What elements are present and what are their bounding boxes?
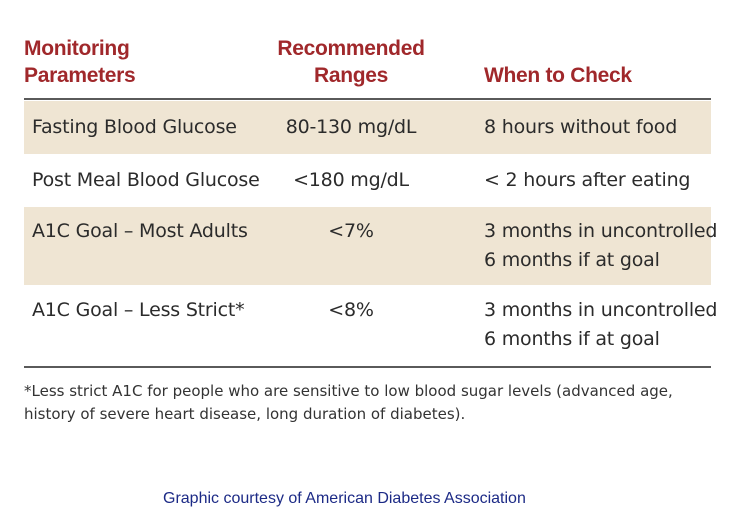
header-parameters-line1: Monitoring — [24, 37, 130, 60]
table-row: Post Meal Blood Glucose <180 mg/dL < 2 h… — [24, 154, 711, 206]
row-when: 3 months in uncontrolled 6 months if at … — [484, 217, 717, 275]
row-when-line1: < 2 hours after eating — [484, 169, 691, 191]
row-when-line1: 3 months in uncontrolled — [484, 220, 718, 242]
row-range: <180 mg/dL — [293, 169, 409, 191]
header-ranges-line1: Recommended — [277, 37, 425, 60]
table-row: Fasting Blood Glucose 80-130 mg/dL 8 hou… — [24, 101, 711, 154]
footnote-line2: history of severe heart disease, long du… — [24, 405, 466, 423]
header-when-to-check: When to Check — [484, 64, 632, 87]
table-row: A1C Goal – Less Strict* <8% 3 months in … — [24, 286, 717, 365]
row-range: 80-130 mg/dL — [285, 116, 417, 138]
table-top-rule — [24, 98, 711, 100]
row-parameter: A1C Goal – Less Strict* — [32, 299, 245, 321]
row-when-line2: 6 months if at goal — [484, 249, 660, 271]
table-bottom-rule — [24, 366, 711, 368]
header-parameters-line2: Parameters — [24, 64, 136, 87]
header-recommended-ranges: Recommended Ranges — [256, 35, 446, 89]
footnote-line1: *Less strict A1C for people who are sens… — [24, 382, 673, 400]
row-when-line1: 3 months in uncontrolled — [484, 299, 718, 321]
footnote: *Less strict A1C for people who are sens… — [24, 380, 724, 426]
graphic-credit: Graphic courtesy of American Diabetes As… — [163, 490, 526, 507]
table-row: A1C Goal – Most Adults <7% 3 months in u… — [24, 207, 717, 285]
row-when: < 2 hours after eating — [484, 166, 691, 195]
row-range: <7% — [328, 220, 374, 242]
row-parameter: A1C Goal – Most Adults — [32, 220, 248, 242]
row-range: <8% — [328, 299, 374, 321]
header-ranges-line2: Ranges — [313, 64, 389, 87]
row-parameter: Fasting Blood Glucose — [32, 116, 237, 138]
row-when-line1: 8 hours without food — [484, 116, 678, 138]
row-parameter: Post Meal Blood Glucose — [32, 169, 260, 191]
header-monitoring-parameters: Monitoring Parameters — [24, 35, 136, 89]
row-when-line2: 6 months if at goal — [484, 328, 660, 350]
row-when: 3 months in uncontrolled 6 months if at … — [484, 296, 717, 354]
row-when: 8 hours without food — [484, 113, 677, 142]
